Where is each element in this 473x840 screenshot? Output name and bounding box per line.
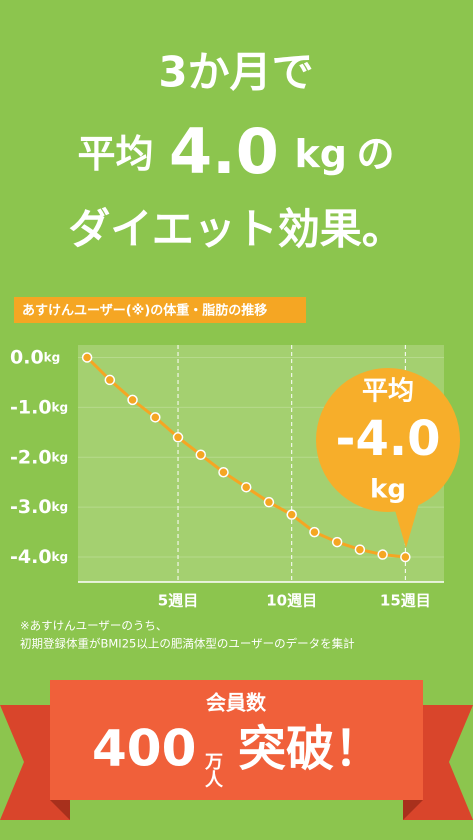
point xyxy=(309,526,320,538)
ribbon-fold xyxy=(403,800,423,820)
label-bg xyxy=(14,297,306,323)
footnote: ※あすけんユーザーのうち、 xyxy=(20,619,167,633)
callout-bubble xyxy=(316,368,460,512)
point xyxy=(172,432,184,443)
point xyxy=(104,374,116,386)
callout: 平均 -4.0 kg xyxy=(316,368,460,548)
ribbon-fold xyxy=(50,800,70,820)
callout-text: 平均 xyxy=(362,377,414,407)
point xyxy=(195,449,207,461)
point xyxy=(127,394,138,406)
callout-unit: kg xyxy=(370,475,406,505)
point xyxy=(377,549,388,560)
banner-number: 400 xyxy=(92,720,196,778)
x-tick-label: 5週目 xyxy=(158,592,198,610)
banner: 会員数 400 万人 突破！ xyxy=(0,680,473,820)
point xyxy=(81,352,93,363)
y-tick-unit: kg xyxy=(52,400,69,414)
chart-label: あすけんユーザー(※)の体重・脂肪の推移 xyxy=(22,303,267,319)
point xyxy=(218,466,229,478)
ribbon xyxy=(50,680,423,800)
y-tick-value: -1.0 xyxy=(10,396,52,418)
y-tick-value: -4.0 xyxy=(10,546,52,568)
headline-2: 平均 4.0 kg の xyxy=(77,115,394,188)
point xyxy=(354,544,366,555)
banner-suffix: 突破！ xyxy=(238,721,382,777)
x-tick-label: 10週目 xyxy=(266,592,317,610)
point xyxy=(150,412,161,423)
headline-part: 4.0 xyxy=(169,115,279,188)
headline-part: kg xyxy=(294,132,346,176)
point xyxy=(240,481,252,493)
y-tick-label: -2.0kg xyxy=(10,446,68,468)
footnote: 初期登録体重がBMI25以上の肥満体型のユーザーのデータを集計 xyxy=(20,637,355,651)
callout-value: -4.0 xyxy=(336,411,441,467)
y-tick-label: -3.0kg xyxy=(10,496,68,518)
y-tick-label: -4.0kg xyxy=(10,546,68,568)
headline-part: の xyxy=(357,132,395,176)
banner-unit: 万人 xyxy=(202,752,224,788)
y-tick-unit: kg xyxy=(52,450,69,464)
headline-1: 3か月で xyxy=(158,48,313,97)
y-tick-label: 0.0kg xyxy=(10,346,60,368)
headline-part: 平均 xyxy=(77,132,153,176)
callout-tail xyxy=(392,500,420,548)
x-tick-label: 15週目 xyxy=(380,592,431,610)
point xyxy=(286,509,297,520)
y-tick-value: 0.0 xyxy=(10,346,44,368)
banner-label: 会員数 xyxy=(206,691,267,715)
y-tick-unit: kg xyxy=(52,500,69,514)
point xyxy=(331,536,343,548)
y-tick-value: -2.0 xyxy=(10,446,52,468)
headline-3: ダイエット効果。 xyxy=(68,205,404,254)
point xyxy=(263,496,275,508)
y-tick-label: -1.0kg xyxy=(10,396,68,418)
y-tick-unit: kg xyxy=(44,350,61,364)
y-tick-value: -3.0 xyxy=(10,496,52,518)
y-tick-unit: kg xyxy=(52,550,69,564)
point xyxy=(400,551,411,563)
